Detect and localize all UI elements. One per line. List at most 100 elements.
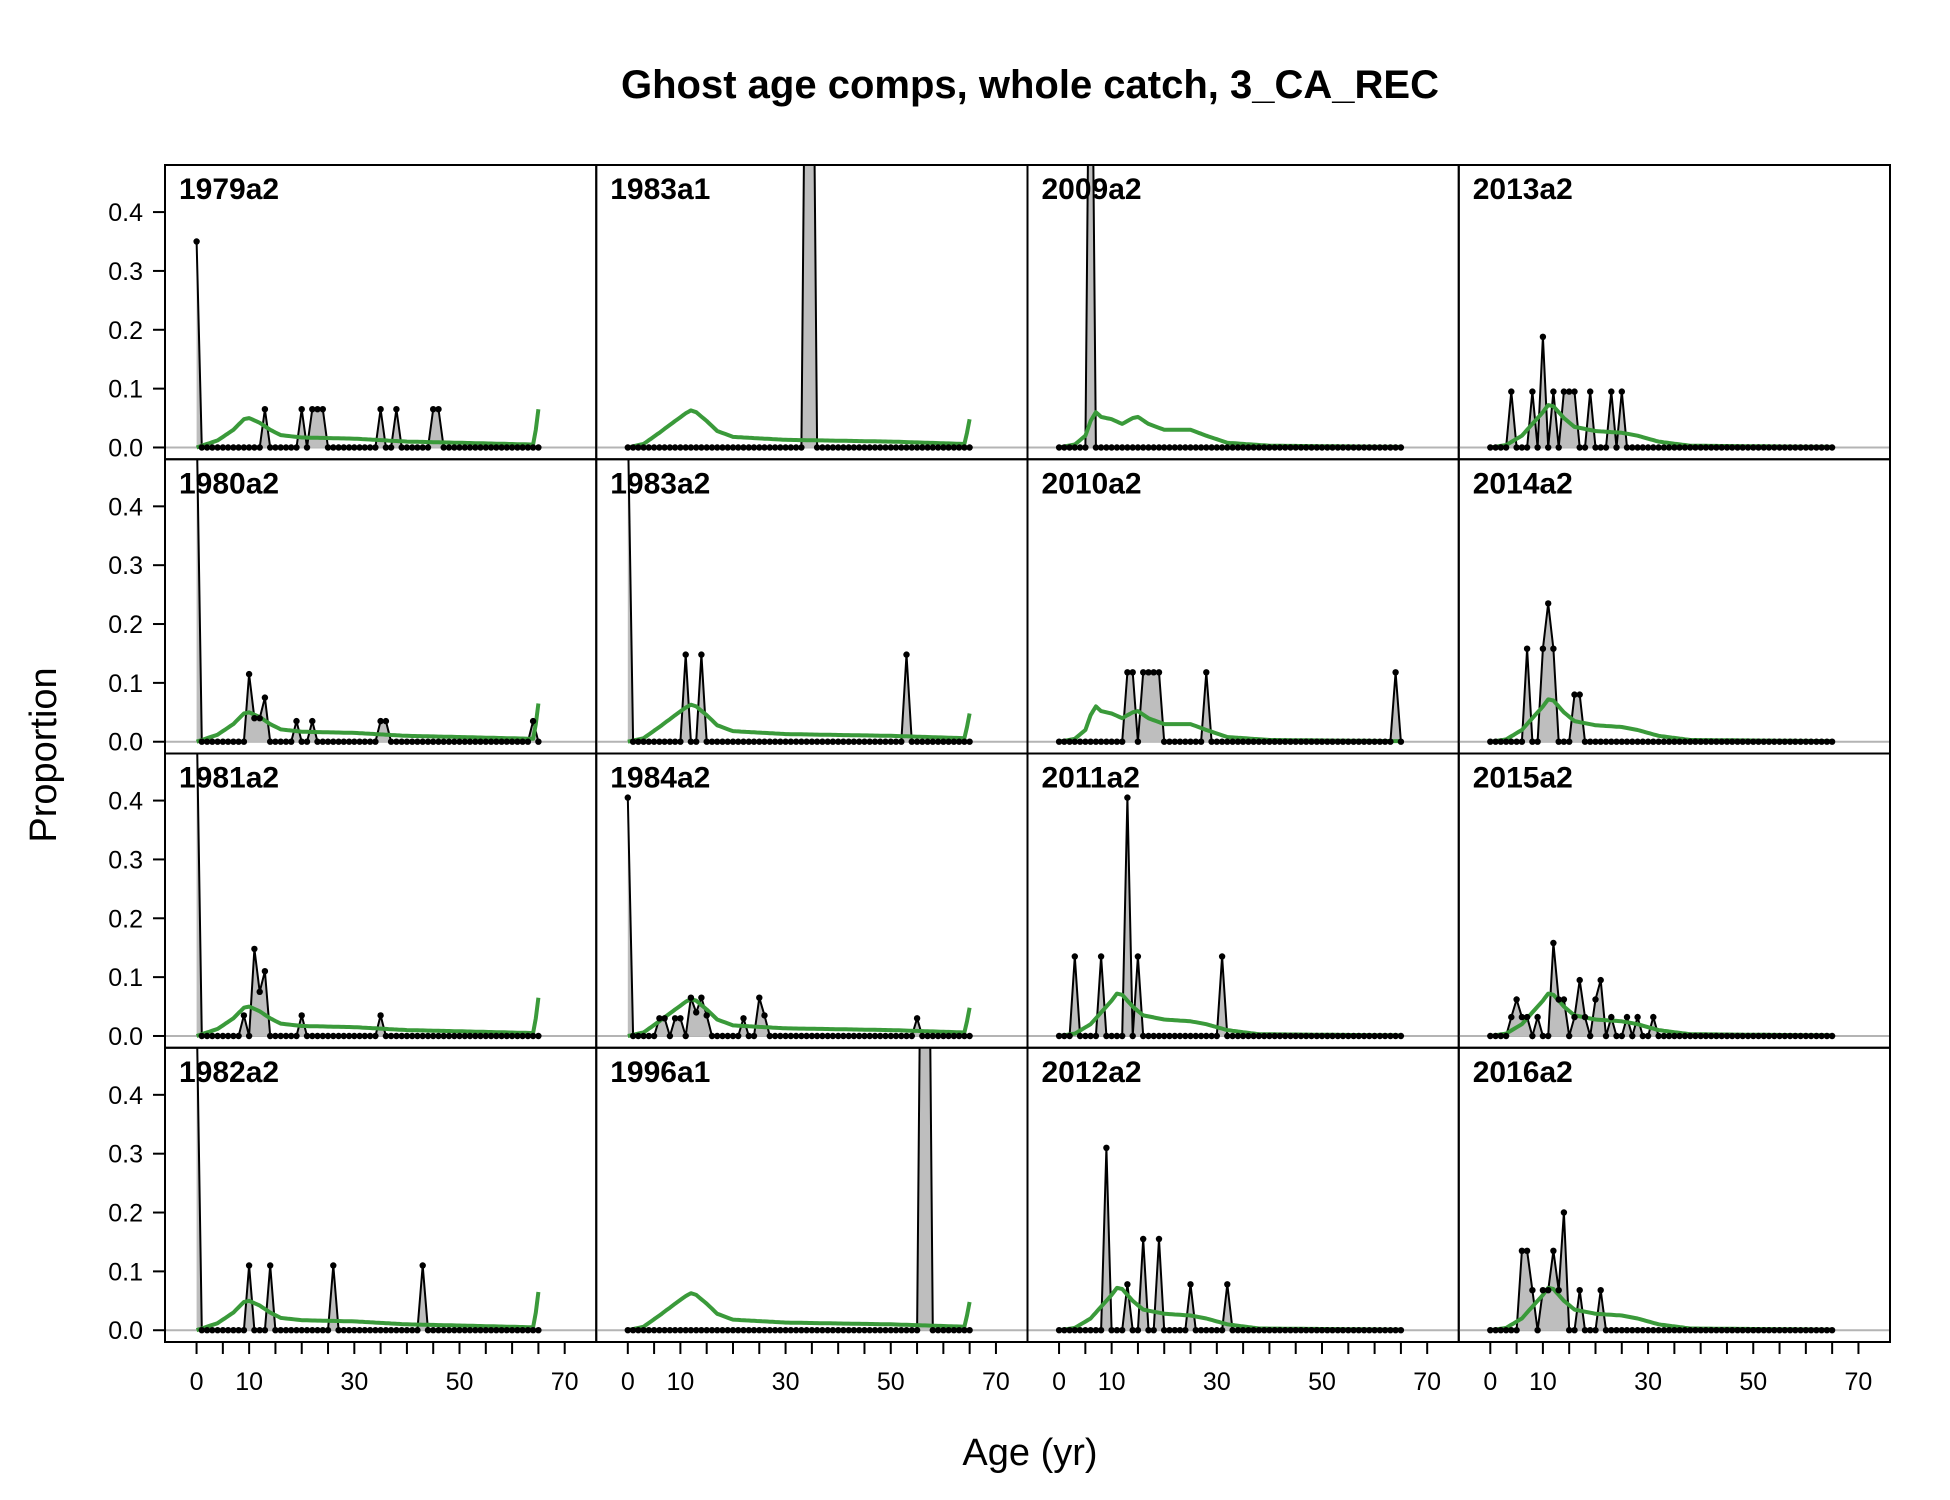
observed-point <box>524 1032 532 1040</box>
observed-point <box>729 1327 737 1334</box>
observed-point <box>419 444 426 451</box>
observed-point <box>1239 1032 1247 1040</box>
observed-point <box>1781 1327 1789 1334</box>
observed-point <box>1124 444 1131 451</box>
observed-point <box>1229 738 1236 745</box>
x-tick-label: 10 <box>1529 1368 1557 1396</box>
observed-point <box>813 444 821 451</box>
observed-point <box>382 1327 390 1334</box>
observed-point <box>698 651 705 658</box>
observed-point <box>277 1032 284 1040</box>
observed-point <box>1229 1327 1236 1334</box>
panel-label: 1983a2 <box>610 467 710 500</box>
observed-point <box>351 1327 358 1334</box>
observed-point <box>693 444 700 451</box>
observed-point <box>1492 738 1499 745</box>
observed-point <box>761 444 768 451</box>
observed-point <box>771 1327 779 1334</box>
observed-point <box>1618 1032 1626 1040</box>
observed-point <box>403 444 411 451</box>
chart-title: Ghost age comps, whole catch, 3_CA_REC <box>621 63 1439 107</box>
observed-point <box>645 444 652 451</box>
observed-point <box>887 444 894 451</box>
observed-point <box>366 738 374 745</box>
observed-point <box>1134 1327 1142 1334</box>
observed-point <box>787 444 794 451</box>
observed-point <box>393 406 400 413</box>
observed-point <box>1297 1032 1305 1040</box>
observed-point <box>829 1327 837 1334</box>
observed-point <box>482 1032 489 1040</box>
observed-point <box>1734 1032 1741 1040</box>
observed-point <box>493 1327 500 1334</box>
y-tick-label: 0.0 <box>108 434 143 462</box>
observed-point <box>282 444 290 451</box>
observed-point <box>414 1032 421 1040</box>
observed-point <box>219 738 227 745</box>
observed-point <box>840 738 847 745</box>
observed-point <box>1140 1235 1147 1243</box>
observed-point <box>535 1327 542 1334</box>
observed-point <box>1692 1327 1699 1334</box>
observed-point <box>1371 444 1378 451</box>
observed-point <box>1723 738 1731 745</box>
observed-point <box>1155 1032 1163 1040</box>
observed-point <box>1229 444 1236 451</box>
observed-point <box>1581 738 1589 745</box>
observed-point <box>934 1032 942 1040</box>
observed-point <box>235 1327 242 1334</box>
observed-point <box>1071 738 1079 745</box>
observed-point <box>1292 1327 1299 1334</box>
observed-point <box>1292 738 1299 745</box>
x-tick-label: 50 <box>877 1368 905 1396</box>
observed-point <box>1061 444 1068 451</box>
observed-point <box>1250 738 1257 745</box>
observed-point <box>366 1327 374 1334</box>
observed-point <box>1360 738 1368 745</box>
observed-point <box>503 738 510 745</box>
observed-point <box>1639 444 1647 451</box>
observed-point <box>1765 444 1773 451</box>
observed-point <box>1360 1032 1368 1040</box>
observed-point <box>1786 1032 1794 1040</box>
observed-point <box>740 1327 747 1334</box>
observed-point <box>1665 738 1673 745</box>
observed-point <box>1771 738 1778 745</box>
observed-point <box>1797 1032 1804 1040</box>
observed-point <box>1592 738 1599 745</box>
observed-point <box>1303 444 1310 451</box>
observed-point <box>230 444 237 451</box>
observed-point <box>682 444 689 451</box>
observed-line <box>1490 942 1833 1040</box>
observed-point <box>456 1032 463 1040</box>
observed-point <box>1303 1032 1310 1040</box>
observed-point <box>1708 738 1715 745</box>
observed-point <box>1523 1247 1531 1255</box>
panel-2013a2: 2013a2 <box>1457 164 1891 461</box>
x-tick-label: 50 <box>446 1368 474 1396</box>
observed-point <box>1671 738 1678 745</box>
observed-point <box>1629 1032 1636 1040</box>
observed-point <box>1750 738 1757 745</box>
observed-point <box>1119 738 1126 745</box>
observed-point <box>1392 1327 1399 1334</box>
observed-point <box>1587 1327 1594 1334</box>
observed-point <box>1529 1032 1536 1040</box>
observed-point <box>961 444 968 451</box>
expected-line <box>195 408 541 450</box>
observed-point <box>929 1327 936 1334</box>
observed-point <box>1313 444 1321 451</box>
observed-point <box>1729 738 1736 745</box>
observed-point <box>856 444 863 451</box>
observed-point <box>1613 1032 1620 1040</box>
observed-point <box>1087 1032 1094 1040</box>
y-tick-label: 0.1 <box>108 670 143 698</box>
observed-point <box>382 444 390 451</box>
observed-point <box>345 1032 353 1040</box>
observed-point <box>850 444 858 451</box>
observed-point <box>440 738 447 745</box>
observed-point <box>456 1327 463 1334</box>
observed-point <box>414 1327 421 1334</box>
observed-point <box>1145 1032 1152 1040</box>
observed-point <box>1760 444 1768 451</box>
